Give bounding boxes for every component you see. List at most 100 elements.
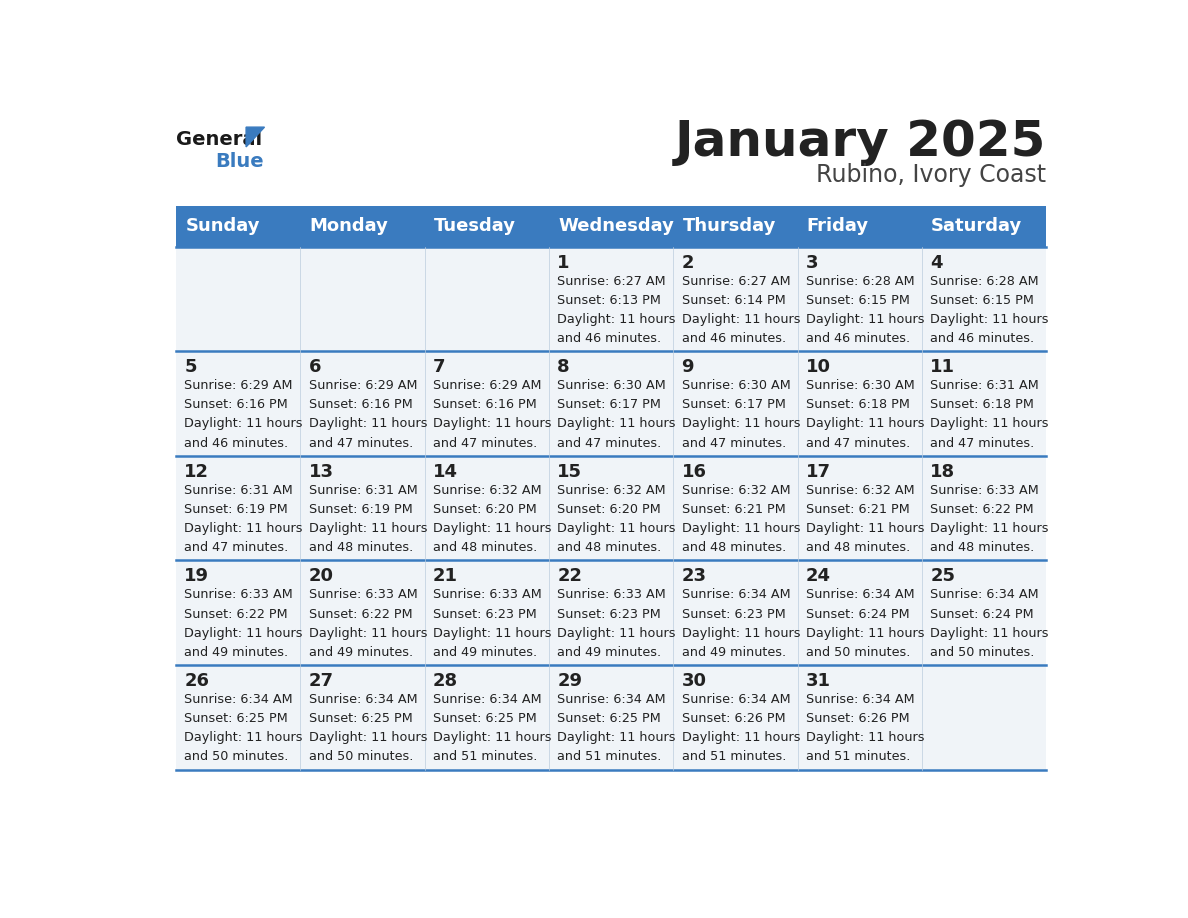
- Text: and 47 minutes.: and 47 minutes.: [682, 437, 785, 450]
- Text: Daylight: 11 hours: Daylight: 11 hours: [805, 522, 924, 535]
- Text: Sunset: 6:24 PM: Sunset: 6:24 PM: [805, 608, 910, 621]
- Text: and 47 minutes.: and 47 minutes.: [930, 437, 1035, 450]
- Text: Daylight: 11 hours: Daylight: 11 hours: [432, 732, 551, 744]
- FancyBboxPatch shape: [176, 560, 1047, 665]
- Text: Sunrise: 6:32 AM: Sunrise: 6:32 AM: [432, 484, 542, 497]
- Text: Wednesday: Wednesday: [558, 217, 674, 235]
- Text: and 47 minutes.: and 47 minutes.: [557, 437, 662, 450]
- Text: Rubino, Ivory Coast: Rubino, Ivory Coast: [816, 163, 1047, 187]
- Text: Daylight: 11 hours: Daylight: 11 hours: [557, 522, 676, 535]
- Text: Sunset: 6:21 PM: Sunset: 6:21 PM: [805, 503, 910, 516]
- Text: Sunset: 6:20 PM: Sunset: 6:20 PM: [432, 503, 537, 516]
- Text: Sunrise: 6:34 AM: Sunrise: 6:34 AM: [557, 693, 666, 706]
- Text: and 48 minutes.: and 48 minutes.: [557, 541, 662, 554]
- Text: Daylight: 11 hours: Daylight: 11 hours: [930, 522, 1049, 535]
- Text: 16: 16: [682, 463, 707, 481]
- Text: Sunset: 6:18 PM: Sunset: 6:18 PM: [930, 398, 1034, 411]
- Text: 5: 5: [184, 358, 197, 376]
- Text: 27: 27: [309, 672, 334, 690]
- Text: Sunset: 6:24 PM: Sunset: 6:24 PM: [930, 608, 1034, 621]
- Text: Sunrise: 6:28 AM: Sunrise: 6:28 AM: [805, 274, 915, 287]
- Text: Blue: Blue: [215, 151, 264, 171]
- Text: Sunrise: 6:33 AM: Sunrise: 6:33 AM: [309, 588, 417, 601]
- Text: Sunrise: 6:34 AM: Sunrise: 6:34 AM: [682, 588, 790, 601]
- Text: and 50 minutes.: and 50 minutes.: [309, 750, 413, 764]
- Text: Sunrise: 6:32 AM: Sunrise: 6:32 AM: [805, 484, 915, 497]
- Text: Sunset: 6:23 PM: Sunset: 6:23 PM: [557, 608, 661, 621]
- Text: Sunrise: 6:34 AM: Sunrise: 6:34 AM: [682, 693, 790, 706]
- Text: and 46 minutes.: and 46 minutes.: [930, 332, 1035, 345]
- Text: and 50 minutes.: and 50 minutes.: [930, 645, 1035, 659]
- Text: Sunrise: 6:32 AM: Sunrise: 6:32 AM: [682, 484, 790, 497]
- Text: Sunset: 6:25 PM: Sunset: 6:25 PM: [432, 712, 537, 725]
- FancyBboxPatch shape: [176, 206, 1047, 247]
- Text: Daylight: 11 hours: Daylight: 11 hours: [557, 732, 676, 744]
- Text: Sunrise: 6:30 AM: Sunrise: 6:30 AM: [557, 379, 666, 392]
- Text: Daylight: 11 hours: Daylight: 11 hours: [805, 732, 924, 744]
- Polygon shape: [246, 127, 265, 147]
- Text: and 50 minutes.: and 50 minutes.: [184, 750, 289, 764]
- Text: Sunset: 6:15 PM: Sunset: 6:15 PM: [930, 294, 1034, 307]
- Text: Sunrise: 6:33 AM: Sunrise: 6:33 AM: [432, 588, 542, 601]
- Text: and 49 minutes.: and 49 minutes.: [309, 645, 412, 659]
- Text: Friday: Friday: [807, 217, 868, 235]
- Text: 26: 26: [184, 672, 209, 690]
- Text: and 46 minutes.: and 46 minutes.: [184, 437, 289, 450]
- Text: Sunrise: 6:29 AM: Sunrise: 6:29 AM: [309, 379, 417, 392]
- Text: 24: 24: [805, 567, 830, 586]
- Text: Sunset: 6:26 PM: Sunset: 6:26 PM: [682, 712, 785, 725]
- Text: 3: 3: [805, 253, 819, 272]
- Text: and 49 minutes.: and 49 minutes.: [432, 645, 537, 659]
- Text: Sunset: 6:25 PM: Sunset: 6:25 PM: [184, 712, 289, 725]
- Text: Sunset: 6:13 PM: Sunset: 6:13 PM: [557, 294, 662, 307]
- Text: and 48 minutes.: and 48 minutes.: [432, 541, 537, 554]
- Text: Sunrise: 6:31 AM: Sunrise: 6:31 AM: [309, 484, 417, 497]
- Text: Daylight: 11 hours: Daylight: 11 hours: [557, 418, 676, 431]
- Text: Sunrise: 6:34 AM: Sunrise: 6:34 AM: [184, 693, 293, 706]
- Text: Daylight: 11 hours: Daylight: 11 hours: [557, 627, 676, 640]
- Text: and 48 minutes.: and 48 minutes.: [805, 541, 910, 554]
- Text: Daylight: 11 hours: Daylight: 11 hours: [682, 627, 800, 640]
- Text: Daylight: 11 hours: Daylight: 11 hours: [432, 522, 551, 535]
- Text: Sunday: Sunday: [185, 217, 260, 235]
- Text: 14: 14: [432, 463, 459, 481]
- Text: Daylight: 11 hours: Daylight: 11 hours: [309, 732, 428, 744]
- Text: 25: 25: [930, 567, 955, 586]
- Text: Saturday: Saturday: [931, 217, 1023, 235]
- Text: 8: 8: [557, 358, 570, 376]
- Text: Daylight: 11 hours: Daylight: 11 hours: [309, 418, 428, 431]
- Text: and 48 minutes.: and 48 minutes.: [309, 541, 413, 554]
- Text: and 47 minutes.: and 47 minutes.: [309, 437, 413, 450]
- Text: Sunset: 6:16 PM: Sunset: 6:16 PM: [184, 398, 289, 411]
- Text: Sunset: 6:25 PM: Sunset: 6:25 PM: [309, 712, 412, 725]
- Text: January 2025: January 2025: [675, 118, 1047, 166]
- Text: Sunrise: 6:31 AM: Sunrise: 6:31 AM: [184, 484, 293, 497]
- Text: Sunrise: 6:28 AM: Sunrise: 6:28 AM: [930, 274, 1038, 287]
- Text: Sunrise: 6:31 AM: Sunrise: 6:31 AM: [930, 379, 1040, 392]
- Text: Sunrise: 6:30 AM: Sunrise: 6:30 AM: [805, 379, 915, 392]
- Text: and 51 minutes.: and 51 minutes.: [805, 750, 910, 764]
- Text: Sunset: 6:22 PM: Sunset: 6:22 PM: [184, 608, 287, 621]
- Text: Daylight: 11 hours: Daylight: 11 hours: [184, 522, 303, 535]
- Text: Sunrise: 6:27 AM: Sunrise: 6:27 AM: [682, 274, 790, 287]
- Text: Sunrise: 6:34 AM: Sunrise: 6:34 AM: [432, 693, 542, 706]
- Text: 11: 11: [930, 358, 955, 376]
- Text: Daylight: 11 hours: Daylight: 11 hours: [184, 627, 303, 640]
- FancyBboxPatch shape: [176, 456, 1047, 560]
- Text: 10: 10: [805, 358, 830, 376]
- FancyBboxPatch shape: [176, 247, 1047, 352]
- Text: Daylight: 11 hours: Daylight: 11 hours: [432, 627, 551, 640]
- Text: Sunrise: 6:34 AM: Sunrise: 6:34 AM: [805, 588, 915, 601]
- Text: Daylight: 11 hours: Daylight: 11 hours: [682, 732, 800, 744]
- Text: Sunset: 6:22 PM: Sunset: 6:22 PM: [930, 503, 1034, 516]
- Text: Sunrise: 6:34 AM: Sunrise: 6:34 AM: [805, 693, 915, 706]
- Text: Sunset: 6:17 PM: Sunset: 6:17 PM: [682, 398, 785, 411]
- FancyBboxPatch shape: [176, 352, 1047, 456]
- Text: and 51 minutes.: and 51 minutes.: [432, 750, 537, 764]
- Text: 6: 6: [309, 358, 321, 376]
- Text: Tuesday: Tuesday: [434, 217, 516, 235]
- Text: Sunset: 6:19 PM: Sunset: 6:19 PM: [309, 503, 412, 516]
- Text: 17: 17: [805, 463, 830, 481]
- Text: Sunset: 6:26 PM: Sunset: 6:26 PM: [805, 712, 910, 725]
- Text: 21: 21: [432, 567, 459, 586]
